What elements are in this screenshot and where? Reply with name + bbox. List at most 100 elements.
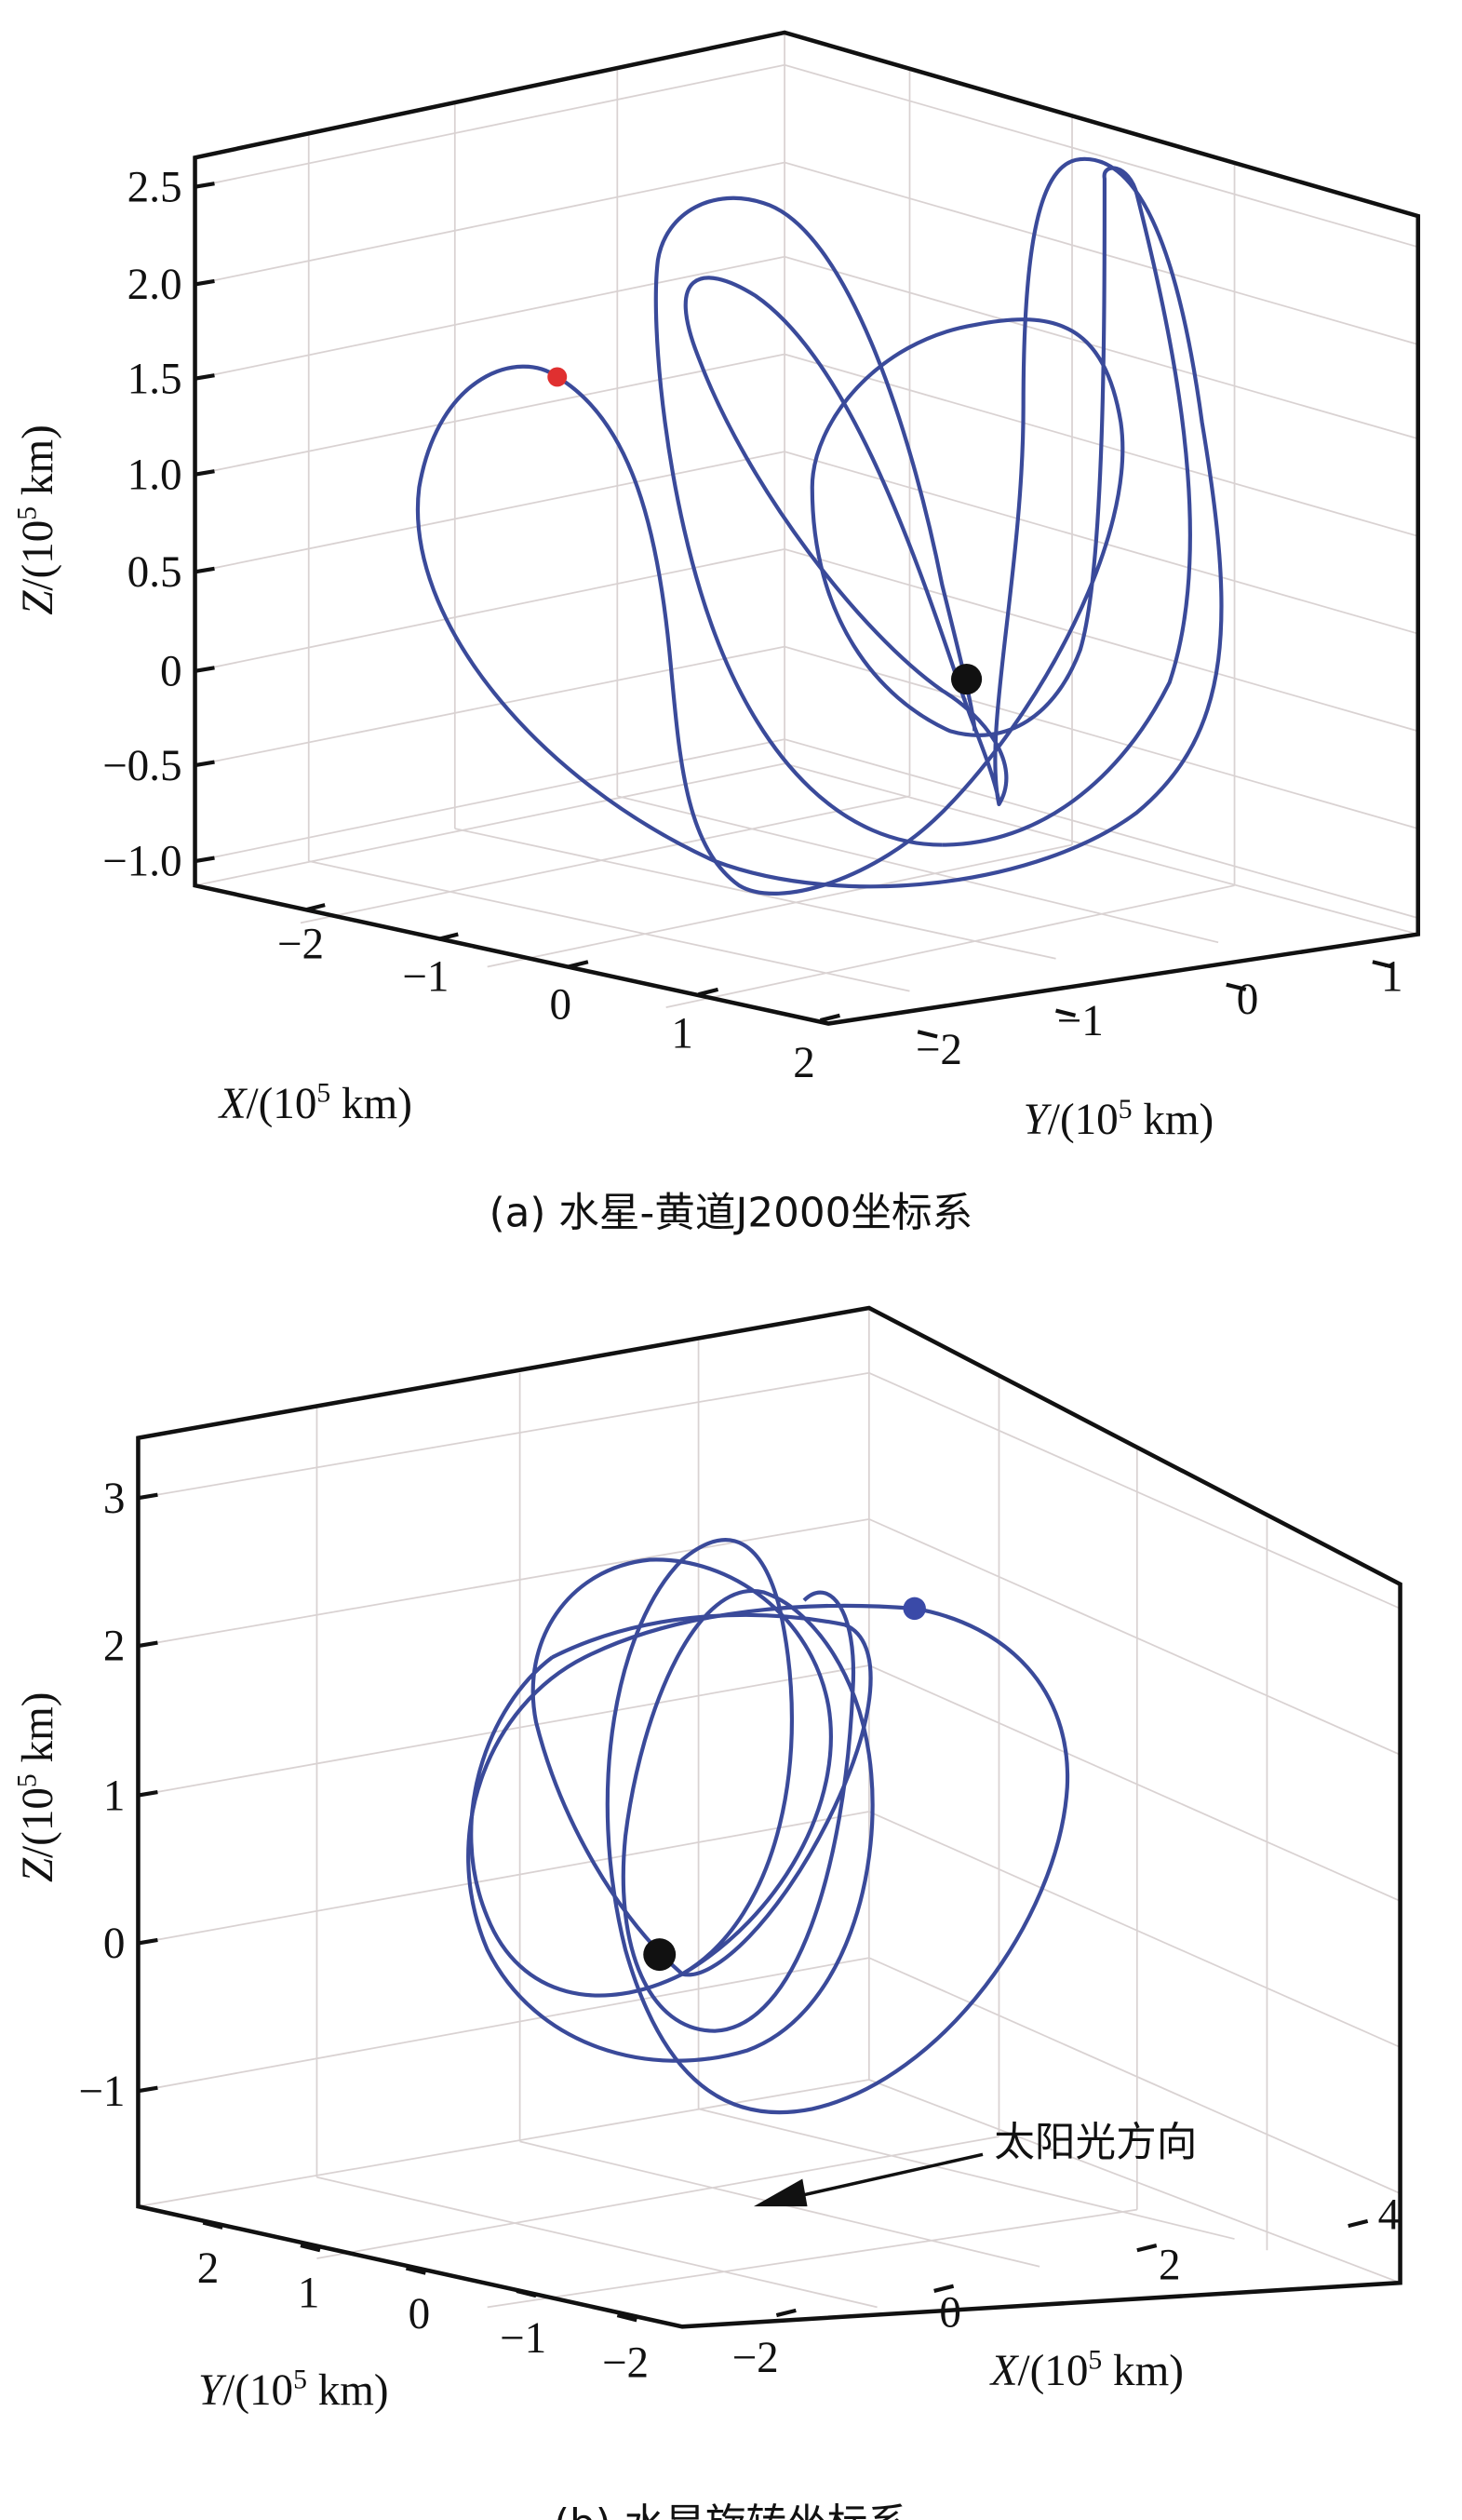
mercury-marker	[643, 1938, 677, 1972]
axis-variable: Z	[14, 590, 62, 615]
axis-unit-prefix: /(10	[14, 520, 62, 591]
axis-unit-suffix: km)	[330, 1080, 412, 1128]
y-tick-label: 1	[1381, 953, 1403, 1002]
trajectory-line	[466, 1588, 915, 2063]
sunlight-direction-label: 太阳光方向	[994, 2120, 1197, 2166]
y-axis-label: Y/(105 km)	[1024, 1095, 1214, 1144]
axis-variable: Y	[1024, 1096, 1053, 1144]
z-tick-label: 1	[103, 1772, 126, 1820]
x-tick-label: −1	[402, 953, 449, 1002]
z-tick-mark	[194, 760, 215, 768]
z-axis-label: Z/(105 km)	[13, 1692, 62, 1883]
z-tick-mark	[138, 2085, 158, 2094]
z-tick-mark	[138, 1492, 158, 1501]
trajectory-line	[653, 195, 977, 847]
axis-unit-exponent: 5	[13, 1773, 43, 1787]
trajectory-a	[415, 156, 1224, 896]
caption-b: (b) 水星旋转坐标系	[554, 2501, 908, 2520]
axes-box-b	[136, 1305, 1402, 2329]
z-tick-mark	[194, 566, 215, 574]
axis-variable: Y	[198, 2366, 227, 2415]
z-tick-label: 2	[103, 1623, 126, 1671]
trajectory-b	[466, 1538, 1070, 2115]
axis-unit-prefix: /(10	[222, 2366, 293, 2415]
axis-unit-suffix: km)	[307, 2366, 389, 2415]
x-tick-mark	[437, 932, 459, 941]
x-tick-label: 1	[671, 1010, 693, 1058]
start-marker	[903, 1597, 926, 1621]
x-axis-label: X/(105 km)	[218, 1078, 412, 1127]
x-tick-label: 2	[1159, 2242, 1181, 2290]
z-tick-mark	[194, 666, 215, 673]
axis-unit-prefix: /(10	[247, 1080, 317, 1128]
x-tick-label: 4	[1378, 2191, 1401, 2240]
axis-unit-suffix: km)	[1133, 1096, 1214, 1144]
tick-marks-b	[138, 1492, 1369, 2323]
z-tick-label: 2.0	[127, 261, 182, 309]
y-tick-mark	[917, 1030, 938, 1039]
z-tick-label: −1.0	[102, 838, 181, 886]
z-tick-label: 2.5	[127, 163, 182, 211]
trajectory-line	[415, 156, 1224, 889]
y-tick-label: −2	[602, 2338, 649, 2387]
caption-a: (a) 水星-黄道J2000坐标系	[490, 1191, 973, 1237]
x-tick-mark	[1348, 2218, 1369, 2229]
grid-a	[194, 32, 1419, 1008]
z-tick-mark	[194, 856, 215, 864]
axis-unit-prefix: /(10	[1048, 1096, 1119, 1144]
axes-box-a	[193, 30, 1421, 1026]
y-tick-label: 1	[298, 2269, 320, 2317]
axis-variable: X	[218, 1080, 248, 1128]
axis-variable: X	[989, 2347, 1020, 2395]
x-tick-label: 2	[793, 1039, 815, 1087]
arrow-head-icon	[753, 2178, 808, 2207]
y-tick-mark	[300, 2244, 321, 2253]
z-tick-mark	[194, 278, 215, 287]
x-tick-label: −2	[277, 921, 324, 969]
x-tick-label: 0	[939, 2288, 961, 2337]
y-tick-mark	[405, 2266, 426, 2275]
z-tick-mark	[194, 182, 215, 189]
y-tick-label: −1	[500, 2314, 546, 2363]
z-tick-mark	[194, 373, 215, 381]
x-tick-mark	[568, 960, 589, 969]
x-tick-mark	[1136, 2244, 1158, 2253]
y-tick-mark	[516, 2288, 537, 2298]
z-tick-label: 0	[103, 1920, 126, 1968]
z-tick-label: −1	[78, 2068, 125, 2116]
trajectory-line	[556, 166, 1192, 896]
y-tick-mark	[202, 2220, 223, 2230]
x-tick-mark	[775, 2308, 797, 2318]
y-tick-label: 0	[409, 2290, 431, 2338]
z-tick-label: 0.5	[127, 548, 182, 597]
y-tick-label: −2	[916, 1026, 962, 1074]
axis-variable: Z	[14, 1857, 62, 1882]
x-tick-mark	[304, 903, 326, 912]
trajectory-line	[469, 1557, 873, 1998]
z-tick-mark	[138, 1937, 158, 1946]
z-tick-label: 0	[160, 648, 182, 696]
z-tick-mark	[138, 1640, 158, 1649]
mercury-marker	[950, 663, 983, 695]
z-tick-mark	[194, 469, 215, 477]
axis-unit-suffix: km)	[14, 424, 62, 506]
x-tick-mark	[819, 1013, 840, 1023]
y-tick-mark	[1226, 982, 1247, 991]
start-marker	[547, 367, 568, 387]
axis-unit-suffix: km)	[14, 1692, 62, 1774]
z-tick-label: 1.0	[127, 451, 182, 499]
z-tick-label: 1.5	[127, 355, 182, 403]
sunlight-arrow: 太阳光方向	[753, 2120, 1197, 2207]
z-axis-label: Z/(105 km)	[13, 424, 62, 615]
axis-unit-prefix: /(10	[1018, 2347, 1089, 2395]
x-tick-label: −2	[732, 2334, 779, 2382]
z-tick-mark	[138, 1790, 158, 1798]
y-tick-label: −1	[1057, 997, 1104, 1045]
y-tick-label: 2	[197, 2244, 220, 2293]
x-axis-label: X/(105 km)	[989, 2346, 1184, 2395]
trajectory-line	[605, 1538, 1070, 2115]
